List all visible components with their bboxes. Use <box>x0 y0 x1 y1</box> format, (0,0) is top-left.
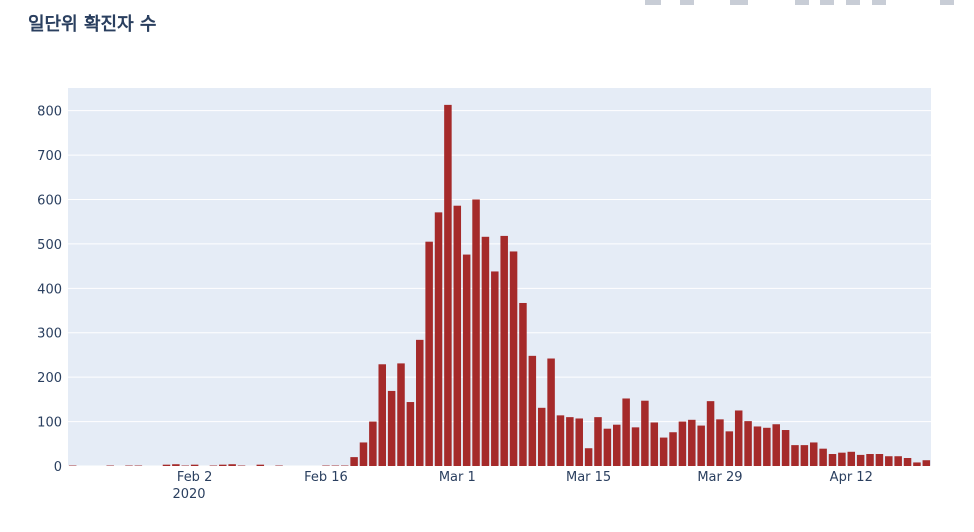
bar <box>829 454 837 466</box>
bar <box>547 359 555 466</box>
y-tick-label: 300 <box>37 327 62 342</box>
bar <box>538 408 546 466</box>
bar <box>772 424 780 466</box>
bar <box>707 401 715 466</box>
bar <box>904 458 912 466</box>
bar <box>763 428 771 466</box>
bar <box>726 431 734 466</box>
modebar-button[interactable] <box>645 0 661 5</box>
bar <box>679 422 687 466</box>
bar <box>735 410 743 466</box>
modebar-button[interactable] <box>680 0 694 5</box>
bar <box>416 340 424 466</box>
bar <box>585 448 593 466</box>
bar <box>641 401 649 466</box>
bar <box>510 251 518 466</box>
bar <box>228 464 236 466</box>
x-tick-label: Apr 12 <box>830 470 873 485</box>
bar <box>632 427 640 466</box>
bar <box>463 255 471 466</box>
bar <box>613 425 621 466</box>
y-tick-label: 800 <box>37 105 62 120</box>
bar <box>360 442 368 466</box>
bar <box>923 460 931 466</box>
bar <box>407 402 415 466</box>
bar <box>697 426 705 466</box>
modebar-button[interactable] <box>795 0 809 5</box>
bar <box>838 453 846 466</box>
x-tick-label: Mar 1 <box>439 470 476 485</box>
bar <box>491 271 499 466</box>
bar <box>660 438 668 466</box>
bar <box>388 391 396 466</box>
bar <box>454 206 462 466</box>
bar <box>444 105 452 466</box>
bar <box>172 464 180 466</box>
bar <box>219 465 227 466</box>
bar <box>397 363 405 466</box>
y-tick-label: 500 <box>37 238 62 253</box>
modebar-button[interactable] <box>730 0 748 5</box>
bar <box>791 445 799 466</box>
bar <box>575 418 583 466</box>
bar <box>378 364 386 466</box>
bar <box>369 422 377 466</box>
bar <box>810 442 818 466</box>
y-tick-label: 700 <box>37 149 62 164</box>
bar <box>688 420 696 466</box>
bar <box>350 457 358 466</box>
plot-area <box>68 88 931 466</box>
bar <box>819 449 827 466</box>
x-tick-label: Feb 2 <box>177 470 212 485</box>
bar <box>857 455 865 466</box>
bar <box>754 426 762 466</box>
bar <box>801 445 809 466</box>
bar <box>557 415 565 466</box>
modebar-button[interactable] <box>846 0 860 5</box>
modebar-button[interactable] <box>872 0 886 5</box>
modebar-button[interactable] <box>820 0 834 5</box>
bar <box>876 454 884 466</box>
modebar <box>645 0 954 5</box>
bar <box>435 212 443 466</box>
y-tick-label: 400 <box>37 282 62 297</box>
bar <box>744 421 752 466</box>
bar <box>529 356 537 466</box>
y-tick-label: 0 <box>54 460 62 475</box>
x-tick-label: Mar 29 <box>697 470 742 485</box>
bar <box>848 452 856 466</box>
bar <box>482 237 490 466</box>
bar <box>669 432 677 466</box>
x-tick-label: Mar 15 <box>566 470 611 485</box>
bar <box>622 398 630 466</box>
bar <box>604 429 612 466</box>
bar <box>163 465 171 466</box>
bar <box>500 236 508 466</box>
modebar-button[interactable] <box>940 0 954 5</box>
y-tick-label: 600 <box>37 193 62 208</box>
x-tick-label: Feb 16 <box>304 470 348 485</box>
chart-title: 일단위 확진자 수 <box>28 14 156 35</box>
y-tick-label: 200 <box>37 371 62 386</box>
y-tick-label: 100 <box>37 416 62 431</box>
bar <box>257 465 265 466</box>
bar <box>519 303 527 466</box>
bar <box>566 417 574 466</box>
bar <box>866 454 874 466</box>
bar <box>913 462 921 466</box>
bar <box>894 456 902 466</box>
bar <box>191 465 199 466</box>
bar <box>594 417 602 466</box>
bar <box>885 456 893 466</box>
bar <box>472 199 480 466</box>
bar <box>651 422 659 466</box>
bar <box>716 419 724 466</box>
x-year-label: 2020 <box>172 487 205 502</box>
bar <box>782 430 790 466</box>
bar <box>425 242 433 466</box>
